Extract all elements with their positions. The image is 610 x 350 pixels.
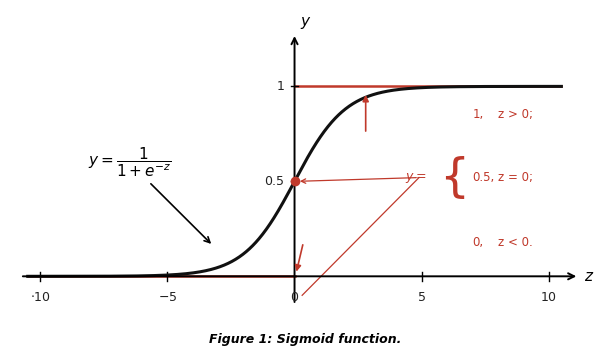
Text: $y=$: $y=$ (405, 170, 426, 184)
Text: z < 0.: z < 0. (498, 236, 533, 248)
Text: z > 0;: z > 0; (498, 108, 533, 121)
Text: $y = \dfrac{1}{1+e^{-z}}$: $y = \dfrac{1}{1+e^{-z}}$ (87, 146, 210, 243)
Text: $\cdot10$: $\cdot10$ (30, 290, 51, 303)
Text: $-5$: $-5$ (158, 290, 177, 303)
Text: $0.5$: $0.5$ (264, 175, 284, 188)
Text: $z$: $z$ (584, 269, 595, 284)
Text: 0,: 0, (472, 236, 484, 248)
Text: $5$: $5$ (417, 290, 426, 303)
Text: $1$: $1$ (276, 80, 284, 93)
Text: $0$: $0$ (290, 290, 299, 303)
Text: z = 0;: z = 0; (498, 171, 533, 184)
Text: Figure 1: Sigmoid function.: Figure 1: Sigmoid function. (209, 334, 401, 346)
Text: 1,: 1, (472, 108, 484, 121)
Text: $\{$: $\{$ (439, 154, 465, 201)
Text: $y$: $y$ (300, 15, 311, 31)
Text: $10$: $10$ (540, 290, 557, 303)
Text: 0.5,: 0.5, (472, 171, 495, 184)
